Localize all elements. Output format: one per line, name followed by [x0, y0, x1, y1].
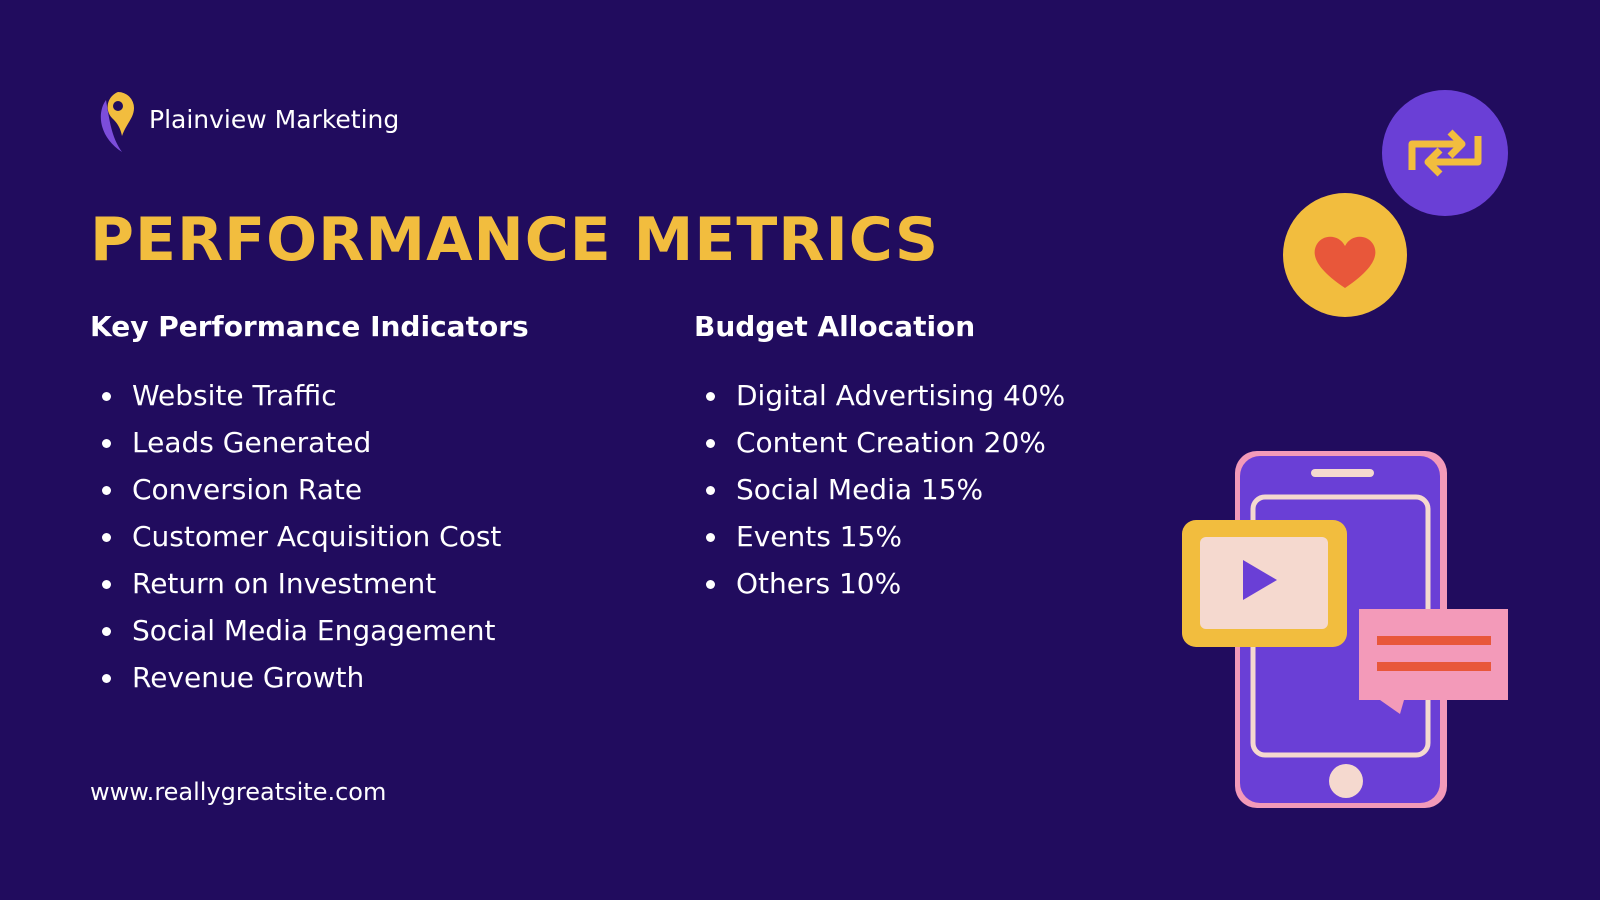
- kpi-list: Website TrafficLeads GeneratedConversion…: [90, 372, 501, 701]
- heart-icon: [1314, 236, 1376, 288]
- repost-icon: [1408, 129, 1482, 177]
- repost-circle: [1382, 90, 1508, 216]
- budget-heading: Budget Allocation: [694, 310, 976, 343]
- website-url: www.reallygreatsite.com: [90, 778, 387, 806]
- message-card: [1359, 609, 1508, 714]
- logo: [100, 92, 134, 152]
- list-item: Social Media 15%: [730, 466, 1065, 513]
- video-card: [1182, 520, 1347, 647]
- list-item: Content Creation 20%: [730, 419, 1065, 466]
- title: PERFORMANCE METRICS: [90, 205, 940, 275]
- brand-name: Plainview Marketing: [149, 105, 400, 134]
- kpi-heading: Key Performance Indicators: [90, 310, 529, 343]
- list-item: Return on Investment: [126, 560, 501, 607]
- list-item: Customer Acquisition Cost: [126, 513, 501, 560]
- list-item: Digital Advertising 40%: [730, 372, 1065, 419]
- list-item: Others 10%: [730, 560, 1065, 607]
- list-item: Conversion Rate: [126, 466, 501, 513]
- list-item: Events 15%: [730, 513, 1065, 560]
- list-item: Website Traffic: [126, 372, 501, 419]
- list-item: Leads Generated: [126, 419, 501, 466]
- budget-list: Digital Advertising 40%Content Creation …: [694, 372, 1065, 607]
- list-item: Revenue Growth: [126, 654, 501, 701]
- list-item: Social Media Engagement: [126, 607, 501, 654]
